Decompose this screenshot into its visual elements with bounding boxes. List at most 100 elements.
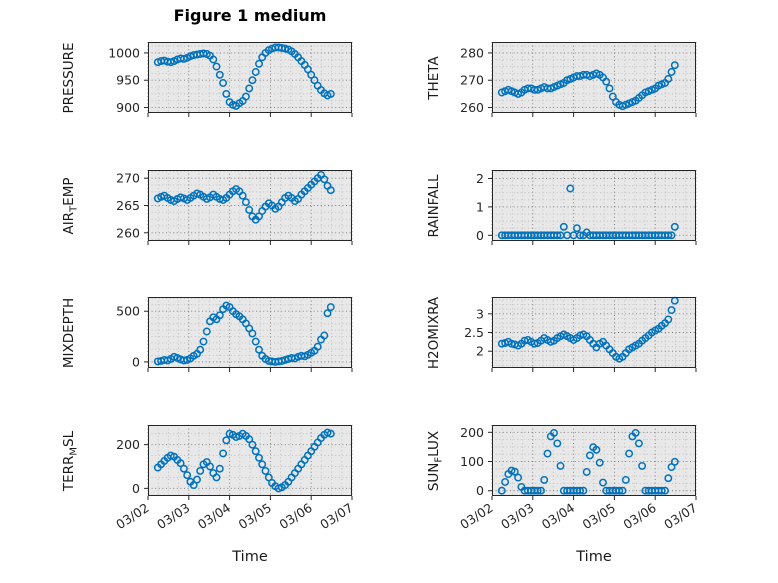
tick-marks xyxy=(144,177,353,245)
axes-border xyxy=(492,42,696,113)
tick-marks xyxy=(144,444,353,500)
minor-grid xyxy=(148,42,352,113)
y-tick-label: 2 xyxy=(476,344,484,359)
y-tick-label: 260 xyxy=(460,100,484,115)
x-tick-label: 03/07 xyxy=(661,500,699,532)
plot-theta: 260 270 280 xyxy=(460,42,697,117)
data-markers xyxy=(497,61,679,111)
y-tick-label: 500 xyxy=(116,304,140,319)
y-tick-label: 200 xyxy=(460,425,484,440)
y-tick-label: 0 xyxy=(476,228,484,243)
y-tick-label: 950 xyxy=(116,73,140,88)
y-tick-label: 270 xyxy=(116,171,140,186)
major-grid xyxy=(491,297,697,368)
ylabel-mixdepth: MIXDEPTH xyxy=(59,273,79,393)
plot-terr-msl: 0 200 03/02 03/03 03/04 03/05 03/06 03/07 xyxy=(113,425,356,532)
ylabel-text: LUX xyxy=(426,430,442,457)
y-tick-label: 0 xyxy=(476,483,484,498)
x-tick-label: 03/06 xyxy=(276,500,314,532)
figure-title: Figure 1 medium xyxy=(173,6,327,25)
tick-marks xyxy=(488,52,697,117)
y-tick-label: 280 xyxy=(460,45,484,60)
y-tick-label: 1000 xyxy=(108,45,140,60)
ylabel-text: SUN xyxy=(426,462,442,491)
ylabel-sun-flux: SUNFLUX xyxy=(424,401,445,521)
axes-border xyxy=(148,297,352,368)
axes-border xyxy=(492,297,696,368)
ylabel-pressure: PRESSURE xyxy=(59,18,79,138)
tick-marks xyxy=(488,178,697,245)
axes-border xyxy=(148,170,352,241)
x-tick-label: 03/03 xyxy=(154,500,192,532)
x-tick-label: 03/04 xyxy=(539,500,577,532)
x-tick-label: 03/04 xyxy=(195,500,233,532)
ylabel-h2omixra: H2OMIXRA xyxy=(424,273,444,393)
major-grid xyxy=(147,170,353,241)
y-tick-label: 2 xyxy=(476,171,484,186)
data-markers xyxy=(153,43,335,110)
x-tick-label: 03/05 xyxy=(580,500,618,532)
tick-marks xyxy=(488,313,697,372)
ylabel-text: TERR xyxy=(61,455,77,491)
ylabel-subscript: M xyxy=(68,446,80,456)
minor-grid xyxy=(492,297,696,368)
major-grid xyxy=(147,425,353,496)
data-markers xyxy=(497,296,679,363)
plot-mixdepth: 0 500 xyxy=(116,297,353,372)
plot-pressure: 900 950 1000 xyxy=(108,42,353,117)
x-tick-label: 03/07 xyxy=(317,500,355,532)
x-tick-label: 03/03 xyxy=(498,500,536,532)
ylabel-air-temp: AIRTEMP xyxy=(59,146,80,266)
y-tick-label: 265 xyxy=(116,198,140,213)
ylabel-text: EMP xyxy=(61,176,77,206)
xaxis-title-left: Time xyxy=(232,549,268,565)
data-markers xyxy=(153,301,335,366)
plot-sun-flux: 0 100 200 03/02 03/03 03/04 03/05 03/06 03/07 xyxy=(457,425,699,532)
data-markers xyxy=(497,184,679,240)
ylabel-subscript: T xyxy=(68,205,80,212)
y-tick-label: 3 xyxy=(476,306,484,321)
major-grid xyxy=(491,42,697,113)
minor-grid xyxy=(492,170,696,241)
tick-marks xyxy=(144,52,353,117)
y-tick-label: 100 xyxy=(460,454,484,469)
y-tick-label: 200 xyxy=(116,437,140,452)
data-markers xyxy=(153,428,335,493)
ylabel-terr-msl: TERRMSL xyxy=(59,401,80,521)
ylabel-text: SL xyxy=(61,430,77,447)
y-tick-label: 2.5 xyxy=(464,325,484,340)
minor-grid xyxy=(148,425,352,496)
ylabel-text: RAINFALL xyxy=(426,174,442,237)
y-tick-label: 0 xyxy=(132,481,140,496)
major-grid xyxy=(147,297,353,368)
axes-border xyxy=(148,42,352,113)
x-tick-label: 03/06 xyxy=(620,500,658,532)
tick-marks xyxy=(488,431,697,500)
y-tick-label: 0 xyxy=(132,354,140,369)
x-tick-label: 03/05 xyxy=(236,500,274,532)
plot-background xyxy=(492,425,696,496)
axes-border xyxy=(492,170,696,241)
y-tick-label: 900 xyxy=(116,100,140,115)
axes-border xyxy=(492,425,696,496)
plot-air-temp: 260 265 270 xyxy=(116,170,353,245)
ylabel-rainfall: RAINFALL xyxy=(424,146,444,266)
plot-rainfall: 0 1 2 xyxy=(476,170,697,245)
y-tick-label: 260 xyxy=(116,225,140,240)
ylabel-theta: THETA xyxy=(424,18,444,138)
ylabel-text: THETA xyxy=(426,55,442,100)
axes-border xyxy=(148,425,352,496)
minor-grid xyxy=(492,425,696,496)
minor-grid xyxy=(148,170,352,241)
ylabel-text: AIR xyxy=(61,211,77,235)
ylabel-text: PRESSURE xyxy=(61,42,77,113)
xaxis-title-right: Time xyxy=(576,549,612,565)
x-tick-label: 03/02 xyxy=(457,500,495,532)
ylabel-text: MIXDEPTH xyxy=(61,297,77,368)
tick-marks xyxy=(144,310,353,372)
data-markers xyxy=(153,170,335,224)
plot-background xyxy=(492,170,696,241)
plot-h2omixra: 22.53 xyxy=(464,296,697,372)
ylabel-subscript: F xyxy=(433,456,445,463)
